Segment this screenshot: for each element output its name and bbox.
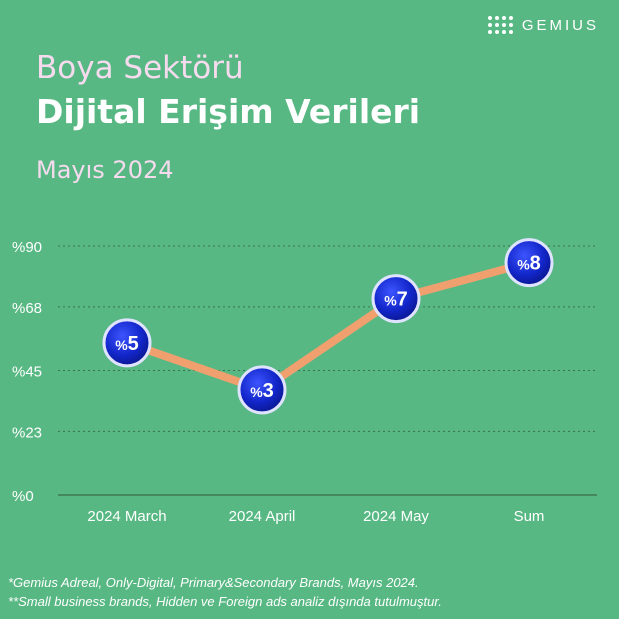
logo-text: GEMIUS [521,16,599,34]
data-point-label: %3 [250,380,274,402]
y-tick-label: %68 [12,300,42,317]
footnote-source: *Gemius Adreal, Only-Digital, Primary&Se… [8,575,419,590]
x-tick-label: 2024 April [229,508,296,525]
series-line [123,258,533,394]
data-point-marker [102,318,152,368]
gemius-logo: GEMIUS [487,16,599,34]
footnote-exclusions: **Small business brands, Hidden ve Forei… [8,594,442,609]
data-point-label: %5 [115,333,139,355]
data-point-marker [371,274,421,324]
title-period: Mayıs 2024 [36,156,174,184]
title-main: Dijital Erişim Verileri [36,92,421,131]
logo-dots-icon [487,16,513,34]
y-tick-label: %23 [12,424,42,441]
x-tick-label: 2024 May [363,508,429,525]
data-point-marker [504,238,554,288]
x-tick-label: 2024 March [87,508,166,525]
x-tick-label: Sum [514,508,545,525]
data-point-label: %7 [384,289,408,311]
data-point-marker [237,365,287,415]
title-sector: Boya Sektörü [36,50,244,86]
data-point-label: %8 [517,253,541,275]
y-tick-label: %0 [12,488,34,505]
y-tick-label: %90 [12,239,42,256]
y-tick-label: %45 [12,364,42,381]
